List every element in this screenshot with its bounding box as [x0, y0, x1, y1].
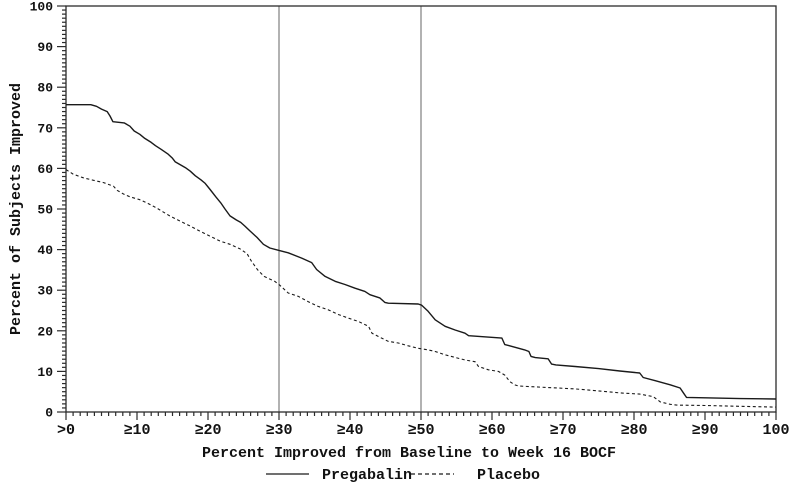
- x-tick-label: ≥30: [265, 422, 292, 439]
- y-tick-label: 40: [37, 243, 53, 258]
- y-tick-label: 70: [37, 121, 53, 136]
- y-tick-label: 50: [37, 203, 53, 218]
- x-tick-label: >0: [57, 422, 75, 439]
- x-tick-label: ≥70: [549, 422, 576, 439]
- x-tick-label: ≥20: [194, 422, 221, 439]
- y-tick-label: 30: [37, 284, 53, 299]
- x-axis: >0 ≥10 ≥20 ≥30 ≥40 ≥50 ≥60 ≥70 ≥80 ≥90 100: [57, 412, 790, 439]
- pregabalin-line: [66, 103, 777, 400]
- legend-label-placebo: Placebo: [477, 467, 540, 484]
- y-tick-label: 0: [45, 406, 53, 421]
- x-tick-label: ≥90: [691, 422, 718, 439]
- y-tick-label: 20: [37, 324, 53, 339]
- y-tick-label: 90: [37, 40, 53, 55]
- y-tick-label: 60: [37, 162, 53, 177]
- y-axis: 0 10 20 30 40 50 60 70 80 90 100: [30, 0, 66, 421]
- x-tick-label: ≥10: [123, 422, 150, 439]
- y-tick-label: 80: [37, 81, 53, 96]
- x-tick-label: ≥80: [620, 422, 647, 439]
- y-tick-label: 100: [30, 0, 54, 15]
- legend: Pregabalin Placebo: [266, 467, 540, 484]
- legend-label-pregabalin: Pregabalin: [322, 467, 412, 484]
- x-tick-label: ≥50: [407, 422, 434, 439]
- y-axis-title: Percent of Subjects Improved: [8, 83, 25, 335]
- x-tick-label: ≥60: [478, 422, 505, 439]
- x-tick-label: ≥40: [336, 422, 363, 439]
- x-axis-title: Percent Improved from Baseline to Week 1…: [202, 445, 616, 462]
- placebo-line: [65, 169, 777, 408]
- x-tick-label: 100: [762, 422, 789, 439]
- y-tick-label: 10: [37, 365, 53, 380]
